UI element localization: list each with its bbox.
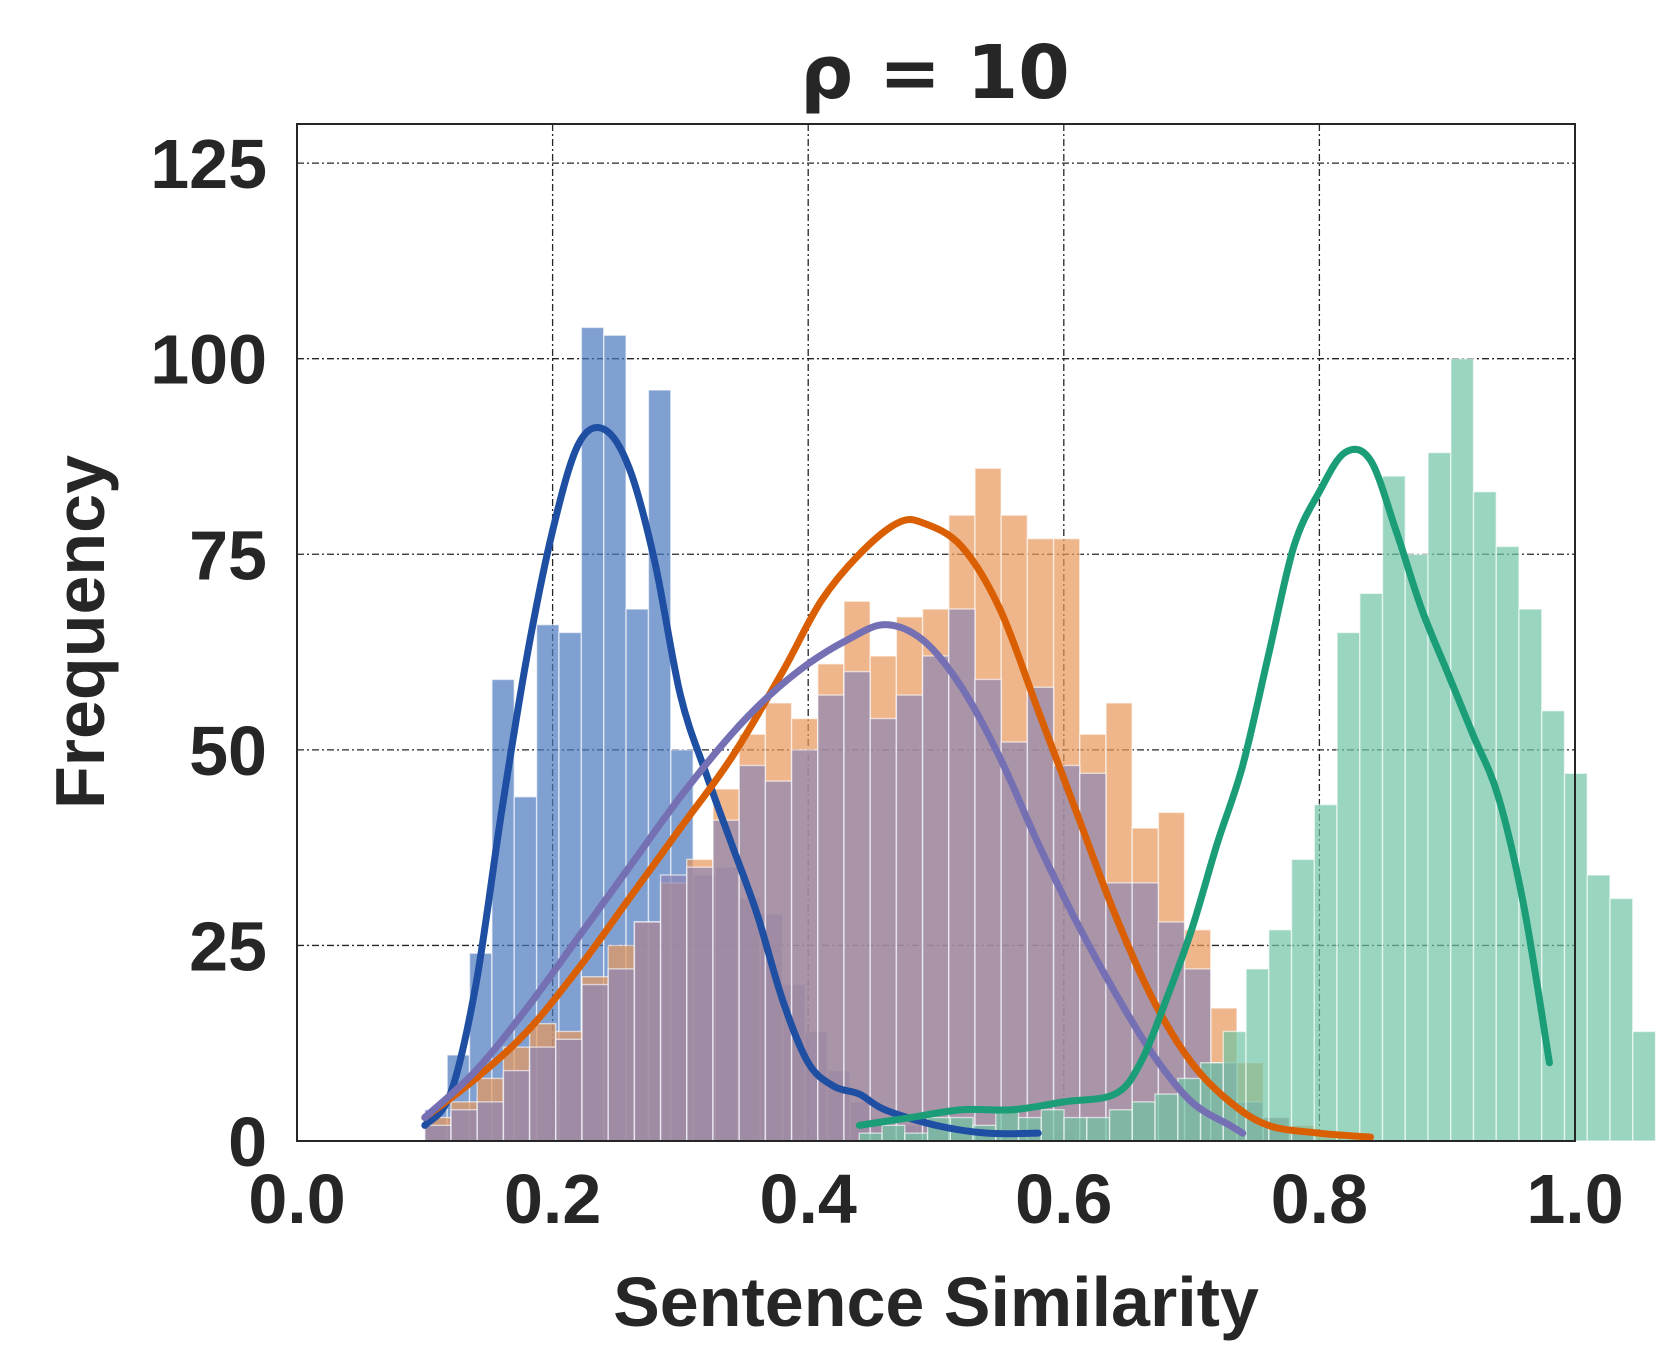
bar — [1472, 490, 1497, 1142]
bar — [712, 819, 740, 1142]
bar — [1541, 710, 1566, 1142]
bar — [881, 1124, 906, 1142]
bar — [1086, 1116, 1111, 1142]
bar — [1381, 475, 1406, 1142]
bar — [450, 1109, 478, 1142]
bar — [1131, 882, 1160, 1142]
bar — [1017, 1116, 1043, 1142]
x-tick-label: 1.0 — [1526, 1160, 1623, 1238]
chart-title: ρ = 10 — [800, 30, 1069, 116]
bar — [1609, 897, 1634, 1142]
bar — [581, 983, 609, 1142]
bar — [528, 1046, 557, 1142]
series-3-kde-line — [855, 445, 1553, 1129]
bar — [921, 655, 950, 1142]
bar — [1108, 1109, 1134, 1142]
bar — [1450, 357, 1475, 1142]
bar — [633, 921, 662, 1142]
bar — [502, 1069, 531, 1142]
y-tick-label: 25 — [189, 907, 267, 985]
bar — [869, 717, 898, 1142]
bar — [1052, 764, 1081, 1142]
bar — [895, 694, 924, 1142]
bar — [1427, 451, 1452, 1142]
bar — [1290, 858, 1315, 1142]
bar — [1404, 553, 1429, 1142]
bar — [1026, 686, 1055, 1142]
x-tick-label: 0.2 — [504, 1160, 601, 1238]
bar — [1336, 631, 1361, 1142]
bar — [1632, 1030, 1657, 1142]
series-1-kde-line — [421, 516, 1375, 1141]
bar — [1131, 1101, 1156, 1142]
bar — [1154, 1093, 1179, 1142]
bar — [659, 874, 688, 1142]
y-tick-label: 50 — [189, 712, 267, 790]
bar — [476, 1101, 505, 1142]
bar — [1359, 592, 1384, 1142]
x-tick-label: 0.6 — [1015, 1160, 1112, 1238]
plot-frame — [296, 123, 1576, 1142]
bar — [790, 749, 819, 1142]
bar — [843, 670, 871, 1142]
bar — [1518, 608, 1543, 1142]
x-tick-label: 0.4 — [760, 1160, 857, 1238]
bar — [738, 764, 767, 1142]
x-tick-labels: 0.0 0.2 0.4 0.6 0.8 1.0 — [248, 1160, 1623, 1238]
y-tick-label: 125 — [150, 125, 267, 203]
bar — [1040, 1109, 1065, 1142]
bar — [904, 1132, 929, 1142]
bar — [858, 1132, 883, 1142]
bar — [607, 968, 636, 1142]
bar — [686, 866, 714, 1142]
x-tick-label: 0.8 — [1271, 1160, 1368, 1238]
y-axis-label: Frequency — [41, 455, 119, 809]
y-tick-labels: 0 25 50 75 100 125 — [150, 125, 267, 1181]
series-0-kde-line — [421, 424, 1042, 1138]
bar — [555, 1038, 583, 1142]
series-3-bars — [858, 357, 1657, 1142]
bar — [1063, 1116, 1088, 1142]
bar — [1268, 929, 1293, 1142]
bar — [1313, 803, 1338, 1142]
bar — [1586, 874, 1611, 1142]
bar — [424, 1124, 452, 1142]
x-tick-label: 0.0 — [248, 1160, 345, 1238]
kde-curves — [421, 424, 1553, 1141]
y-tick-label: 100 — [150, 321, 267, 399]
y-tick-label: 0 — [228, 1103, 267, 1181]
series-2-kde-line — [421, 621, 1247, 1137]
x-axis-label: Sentence Similarity — [613, 1263, 1259, 1341]
y-tick-label: 75 — [189, 516, 267, 594]
